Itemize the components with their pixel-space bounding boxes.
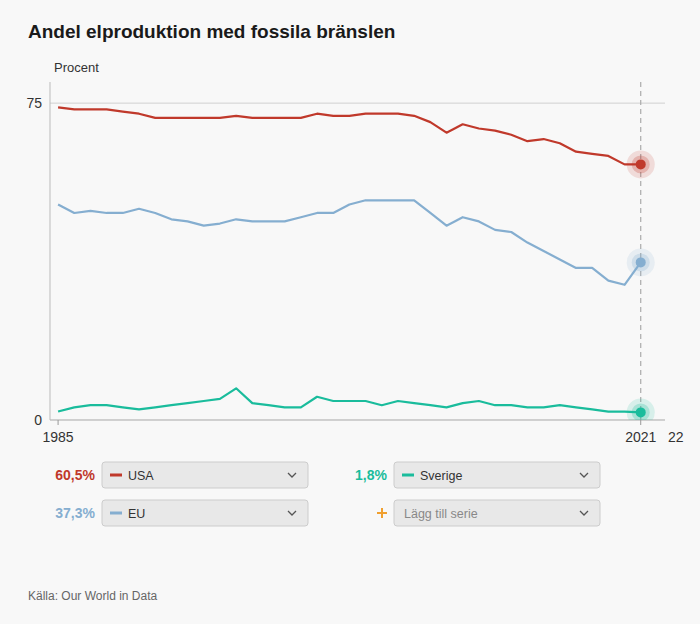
- x-tick-label: 1985: [43, 429, 74, 445]
- grid-line: [50, 420, 665, 421]
- point-glow: [632, 403, 650, 420]
- add-series-dropdown[interactable]: [394, 500, 600, 526]
- background: [0, 0, 700, 624]
- tick-mark: [640, 420, 641, 425]
- highlight-point: [636, 257, 646, 267]
- x-axis-line: [50, 420, 665, 421]
- series-line: [58, 107, 641, 164]
- point-glow: [627, 398, 655, 420]
- y-tick-label: 75: [26, 95, 42, 111]
- annotation: 22: [668, 429, 684, 445]
- point-glow: [632, 253, 650, 271]
- y-axis-label: Procent: [54, 60, 99, 75]
- dropdown-chevron: [288, 511, 296, 515]
- tick-mark: [58, 420, 59, 425]
- y-tick-label: 0: [34, 412, 42, 428]
- series-line: [58, 388, 641, 412]
- legend-item: 37,3% EU: [55, 500, 308, 526]
- series-line: [58, 200, 641, 284]
- point-glow: [627, 248, 655, 276]
- grid-line: [50, 103, 665, 104]
- series-dropdown[interactable]: [102, 462, 308, 488]
- legend-swatch: [110, 474, 122, 477]
- value-label: 1,8%: [355, 467, 387, 483]
- point-glow: [627, 150, 655, 178]
- add-series: Lägg till serie: [377, 500, 600, 526]
- x-tick-label: 2021: [625, 429, 656, 445]
- value-label: 37,3%: [55, 505, 95, 521]
- dropdown-chevron: [580, 511, 588, 515]
- dropdown-chevron: [288, 473, 296, 477]
- annotation: Lägg till serie: [404, 507, 478, 521]
- series-dropdown[interactable]: [102, 500, 308, 526]
- axes: 0 75 1985 2021: [26, 82, 665, 445]
- legend-label: EU: [128, 507, 145, 521]
- y-axis-line: [50, 82, 51, 420]
- point-glow: [632, 155, 650, 173]
- highlight-point: [636, 407, 646, 417]
- legend-item: 60,5% USA: [55, 462, 308, 488]
- dropdown-chevron: [580, 473, 588, 477]
- source: Källa: Our World in Data: [28, 589, 157, 603]
- legend-swatch: [402, 474, 414, 477]
- series-dropdown[interactable]: [394, 462, 600, 488]
- legend-label: Sverige: [420, 469, 462, 483]
- legend: 60,5% USA 37,3% EU 1,8% Sverige Lägg till seri…: [55, 462, 600, 526]
- legend-item: 1,8% Sverige: [355, 462, 600, 488]
- legend-label: USA: [128, 469, 154, 483]
- legend-swatch: [110, 512, 122, 515]
- highlight-point: [636, 159, 646, 169]
- chart: Andel elproduktion med fossila bränslen P…: [0, 0, 700, 624]
- title: Andel elproduktion med fossila bränslen: [28, 21, 395, 42]
- value-label: 60,5%: [55, 467, 95, 483]
- add-icon: [377, 508, 387, 518]
- plot-area: [58, 82, 655, 420]
